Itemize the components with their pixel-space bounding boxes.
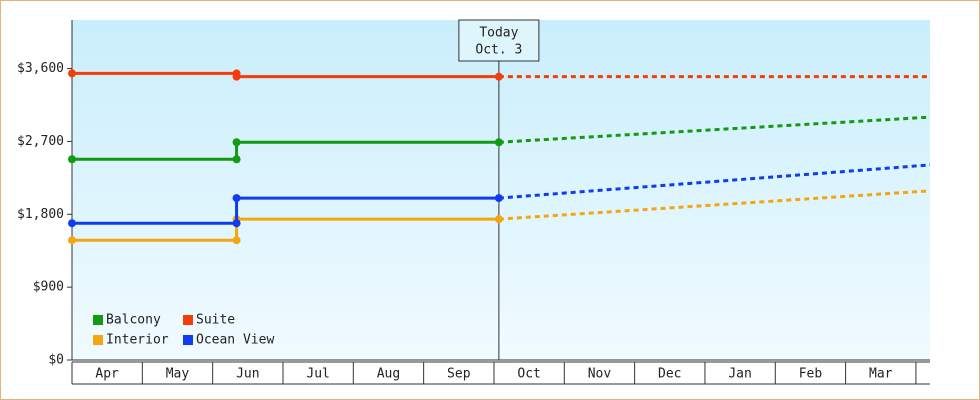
x-tick-label: Jul <box>306 367 329 382</box>
y-tick-label: $900 <box>33 280 64 295</box>
today-label: Oct. 3 <box>475 43 522 58</box>
today-label: Today <box>479 26 518 41</box>
x-tick-label: Dec <box>658 367 681 382</box>
x-tick-label: Sep <box>447 367 471 382</box>
y-tick-label: $1,800 <box>17 207 64 222</box>
point <box>68 155 76 164</box>
x-tick-label: Jun <box>236 367 259 382</box>
x-tick-label: Aug <box>377 367 400 382</box>
today-box <box>458 19 540 62</box>
point <box>494 72 503 81</box>
point <box>68 219 76 228</box>
legend-label: Interior <box>106 333 169 348</box>
y-tick-label: $0 <box>48 353 64 368</box>
forecast-line <box>498 163 931 200</box>
x-tick-label: Mar <box>869 367 893 382</box>
point <box>68 69 76 78</box>
forecast-line <box>498 189 931 221</box>
x-tick-label: Apr <box>95 367 119 382</box>
point <box>232 236 241 245</box>
point <box>494 138 503 147</box>
point <box>232 194 241 203</box>
point <box>232 72 241 81</box>
point <box>494 215 503 224</box>
y-tick-label: $2,700 <box>17 134 64 149</box>
legend-swatch <box>93 335 103 345</box>
x-tick-label: Feb <box>799 367 823 382</box>
point <box>232 138 241 147</box>
legend-swatch <box>183 335 193 345</box>
legend-swatch <box>183 315 193 325</box>
point <box>232 155 241 164</box>
plot-area <box>72 20 930 360</box>
legend-label: Suite <box>196 313 235 328</box>
series-line <box>72 196 499 225</box>
point <box>232 219 241 228</box>
x-tick-label: May <box>166 367 190 382</box>
x-tick-label: Nov <box>588 367 612 382</box>
point <box>494 194 503 203</box>
x-tick-label: Jan <box>728 367 751 382</box>
legend-label: Balcony <box>106 313 161 328</box>
series-line <box>72 217 499 242</box>
x-tick-label: Oct <box>517 367 540 382</box>
y-tick-label: $3,600 <box>17 61 64 76</box>
point <box>68 236 76 245</box>
legend-swatch <box>93 315 103 325</box>
series-line <box>72 140 499 161</box>
legend-label: Ocean View <box>196 333 274 348</box>
